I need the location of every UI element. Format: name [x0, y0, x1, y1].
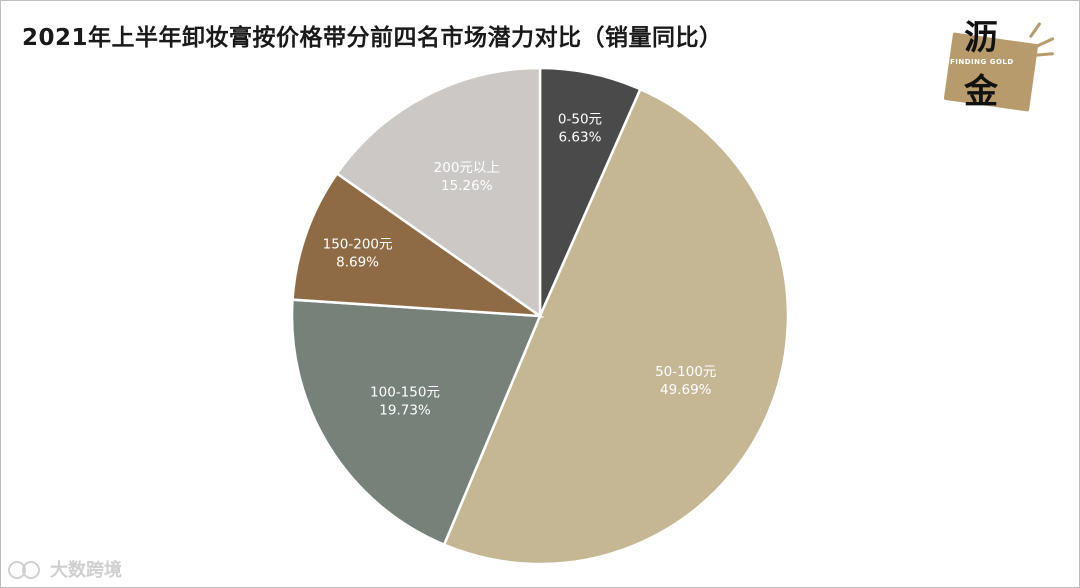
slice-value-label: 15.26%: [441, 178, 493, 194]
slice-category-label: 150-200元: [323, 237, 393, 253]
brand-logo: 沥 FINDING GOLD 金: [942, 8, 1062, 118]
watermark: 大数跨境: [8, 556, 122, 582]
slice-category-label: 0-50元: [558, 112, 602, 128]
chart-title: 2021年上半年卸妆膏按价格带分前四名市场潜力对比（销量同比）: [22, 25, 723, 51]
slice-value-label: 19.73%: [379, 402, 431, 418]
pie-labels: 0-50元 6.63% 50-100元 49.69% 100-150元 19.73% 150…: [323, 112, 717, 419]
pie-slice-5: [335, 66, 542, 319]
watermark-text: 大数跨境: [50, 560, 122, 581]
pie-slices: [290, 66, 790, 566]
slice-value-label: 8.69%: [336, 255, 379, 271]
watermark-icon: [8, 559, 42, 579]
logo-char-top: 沥: [964, 18, 998, 58]
pie-slice-4: [291, 171, 545, 318]
slice-value-label: 6.63%: [559, 130, 602, 146]
slice-category-label: 100-150元: [370, 384, 440, 400]
pie-slice-3: [290, 298, 542, 547]
logo-subtitle: FINDING GOLD: [950, 58, 1014, 66]
slice-value-label: 49.69%: [660, 382, 712, 398]
pie-slice-2: [442, 87, 790, 566]
slice-category-label: 200元以上: [434, 160, 500, 176]
slice-category-label: 50-100元: [655, 364, 716, 380]
logo-char-bottom: 金: [964, 72, 998, 112]
